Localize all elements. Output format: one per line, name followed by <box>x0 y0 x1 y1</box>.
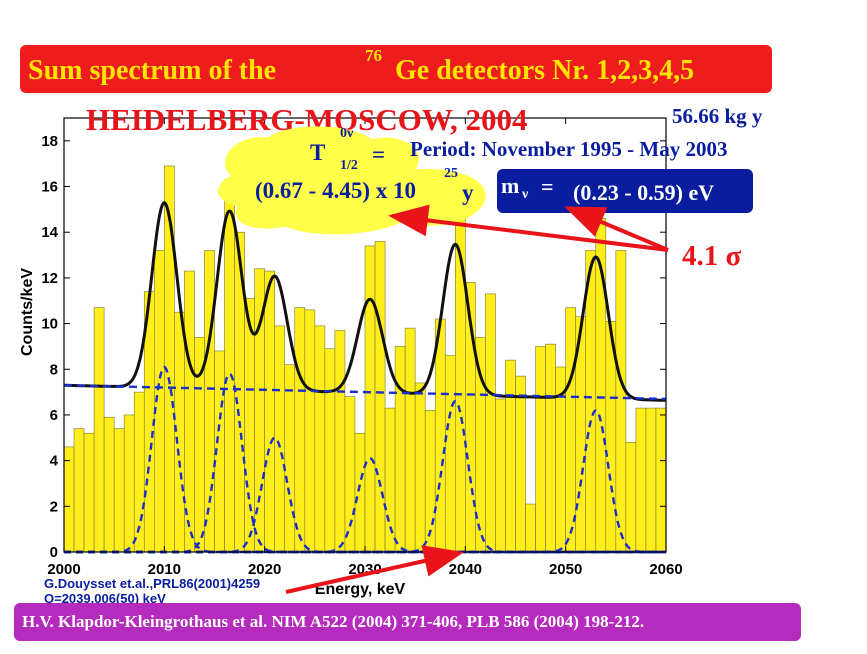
histogram-bar <box>264 270 275 553</box>
histogram-bar <box>585 250 597 553</box>
title-banner: Sum spectrum of the 76 Ge detectors Nr. … <box>20 45 772 93</box>
histogram-bar <box>394 346 406 553</box>
histogram-bar <box>344 396 356 553</box>
histogram-bar <box>284 364 296 553</box>
reference-line-1: G.Douysset et.al.,PRL86(2001)4259 <box>44 576 261 591</box>
half-life-unit: y <box>462 180 474 205</box>
histogram-bar <box>364 245 376 553</box>
histogram-bar <box>655 407 667 553</box>
x-tick-label: 2050 <box>549 561 582 578</box>
histogram-bar <box>475 336 486 553</box>
histogram-bar <box>224 179 235 553</box>
histogram-bar <box>83 432 95 553</box>
x-tick-label: 2000 <box>47 561 80 578</box>
y-tick-label: 14 <box>41 224 58 241</box>
histogram-bar <box>525 503 536 553</box>
half-life-exponent: 25 <box>444 166 458 181</box>
half-life-sup: 0ν <box>340 126 354 141</box>
histogram-bar <box>515 375 526 553</box>
histogram-bar <box>304 309 316 553</box>
citation-banner: H.V. Klapdor-Kleingrothaus et al. NIM A5… <box>14 603 801 641</box>
histogram-bar <box>635 407 647 553</box>
histogram-bar <box>384 407 396 553</box>
histogram-bar <box>103 416 115 553</box>
half-life-equals: = <box>372 142 386 167</box>
citation-text: H.V. Klapdor-Kleingrothaus et al. NIM A5… <box>22 612 645 631</box>
x-tick-label: 2010 <box>148 561 181 578</box>
title-suffix: Ge detectors Nr. 1,2,3,4,5 <box>395 55 695 86</box>
y-tick-label: 10 <box>41 316 58 333</box>
x-tick-label: 2030 <box>348 561 381 578</box>
x-tick-label: 2020 <box>248 561 281 578</box>
x-tick-label: 2040 <box>449 561 482 578</box>
histogram-bar <box>374 241 386 553</box>
histogram-bar <box>354 432 366 553</box>
histogram-bar <box>244 298 255 553</box>
y-tick-label: 4 <box>50 453 59 470</box>
title-prefix: Sum spectrum of the <box>28 55 277 86</box>
title-isotope-mass: 76 <box>365 46 382 65</box>
histogram-bar <box>123 414 135 553</box>
histogram-bar <box>324 348 336 553</box>
histogram-bar <box>73 428 85 553</box>
y-tick-label: 8 <box>50 361 58 378</box>
histogram-bar <box>63 446 75 553</box>
total-fit-line <box>64 200 666 402</box>
histogram-bar <box>334 330 346 553</box>
y-tick-label: 16 <box>41 179 58 196</box>
histogram-bar <box>615 250 627 553</box>
histogram-bar <box>414 382 426 553</box>
histogram-bar <box>174 311 185 553</box>
neutrino-mass-equals: = <box>541 174 554 199</box>
histogram-bar <box>625 442 637 553</box>
histogram-bar <box>485 293 496 553</box>
histogram-bar <box>434 318 446 553</box>
neutrino-mass-symbol: m <box>501 173 520 198</box>
neutrino-mass-box: m ν = (0.23 - 0.59) eV <box>497 169 753 213</box>
x-axis-label: Energy, keV <box>315 581 406 598</box>
histogram-bar <box>444 355 456 553</box>
y-tick-label: 12 <box>41 270 58 287</box>
histogram-bar <box>294 307 306 553</box>
histogram-bar <box>545 343 556 553</box>
exposure-label: 56.66 kg y <box>672 104 763 128</box>
experiment-label: HEIDELBERG-MOSCOW, 2004 <box>86 102 528 137</box>
histogram-bar <box>645 407 657 553</box>
y-tick-label: 6 <box>50 407 58 424</box>
neutrino-mass-sub: ν <box>522 187 529 202</box>
half-life-range: (0.67 - 4.45) x 10 <box>255 178 416 203</box>
half-life-symbol: T <box>310 140 326 165</box>
histogram-bar <box>113 428 125 553</box>
histogram-bar <box>204 250 215 553</box>
histogram-bar <box>274 325 286 553</box>
histogram-bar <box>404 327 416 553</box>
y-axis-label: Counts/keV <box>19 268 36 356</box>
y-tick-label: 0 <box>50 544 58 561</box>
histogram-bar <box>314 325 326 553</box>
significance-label: 4.1 σ <box>682 240 742 272</box>
histogram-bar <box>535 346 546 553</box>
neutrino-mass-value: (0.23 - 0.59) eV <box>573 180 715 205</box>
x-tick-label: 2060 <box>649 561 682 578</box>
half-life-sub: 1/2 <box>340 158 358 173</box>
background-dashed-line <box>63 384 667 401</box>
histogram-bar <box>93 307 105 553</box>
y-tick-label: 18 <box>41 133 58 150</box>
histogram-bar <box>505 359 516 553</box>
histogram-bar <box>495 398 506 553</box>
y-tick-label: 2 <box>50 498 58 515</box>
period-label: Period: November 1995 - May 2003 <box>410 137 728 161</box>
reference-line-2: Q=2039.006(50) keV <box>44 591 166 606</box>
